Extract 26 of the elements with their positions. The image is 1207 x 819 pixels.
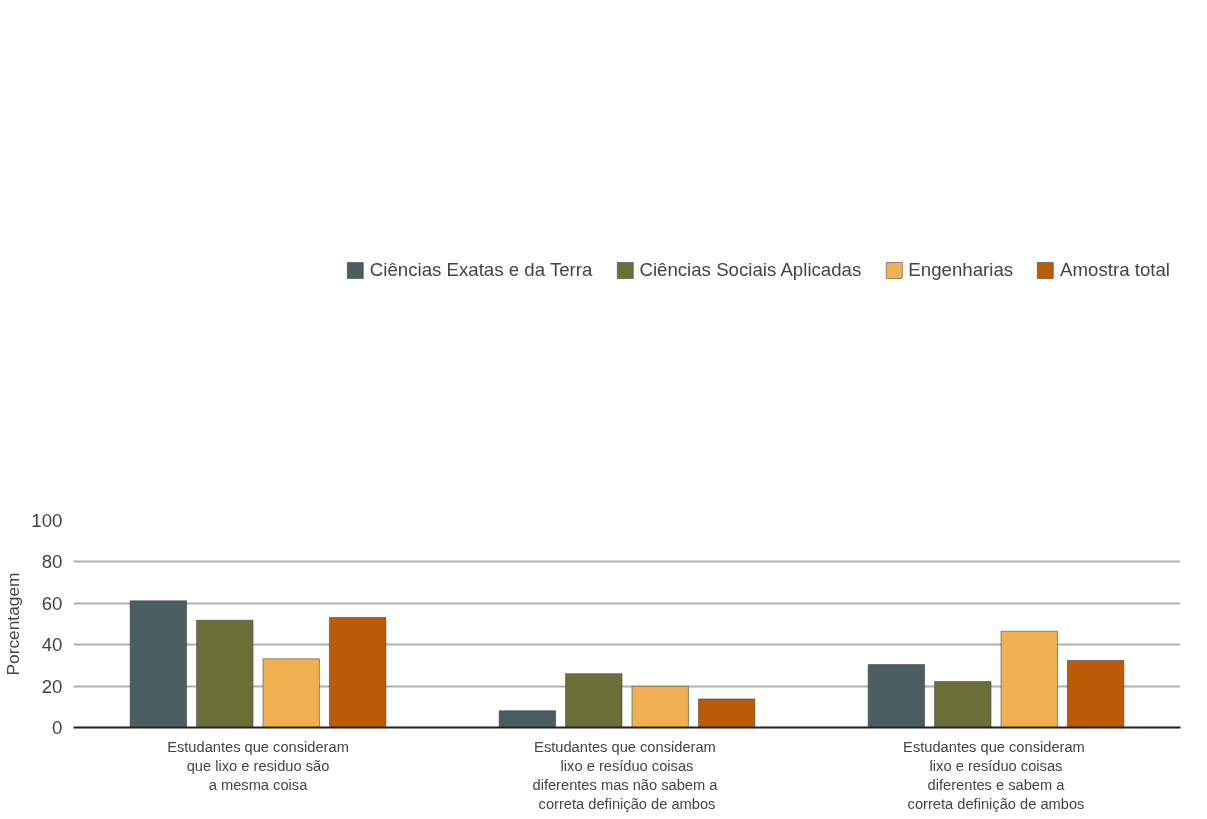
y-tick-label: 20 [41, 675, 63, 697]
y-tick-label: 0 [52, 717, 63, 738]
bar [867, 664, 925, 728]
legend-label: Engenharias [908, 259, 1014, 281]
x-tick-label: Estudantes que consideram lixo e resíduo coisas diferentes mas não sabem a correta definição de ambos [532, 738, 719, 813]
legend-label: Ciências Exatas e da Terra [369, 259, 593, 281]
bar [1000, 630, 1058, 728]
bar [329, 617, 387, 728]
bar [498, 710, 556, 728]
y-tick-label: 100 [31, 510, 63, 531]
y-tick-label: 60 [41, 592, 63, 614]
bar [196, 620, 254, 728]
x-tick-label: Estudantes que consideram que lixo e residuo são a mesma coisa [167, 738, 349, 793]
legend-label: Amostra total [1060, 259, 1170, 281]
bar [698, 698, 756, 728]
bar [262, 658, 320, 728]
x-tick-label: Estudantes que consideram lixo e resíduo coisas diferentes e sabem a correta definição de ambos [903, 738, 1085, 813]
legend-label: Ciências Sociais Aplicadas [639, 259, 862, 281]
y-tick-label: 40 [41, 634, 63, 656]
bar [1067, 660, 1125, 728]
y-axis-title: Porcentagem [3, 572, 24, 676]
y-tick-label: 80 [41, 551, 63, 573]
bar [129, 600, 187, 728]
bar [934, 681, 992, 728]
bar [565, 673, 623, 728]
bar [631, 686, 689, 728]
